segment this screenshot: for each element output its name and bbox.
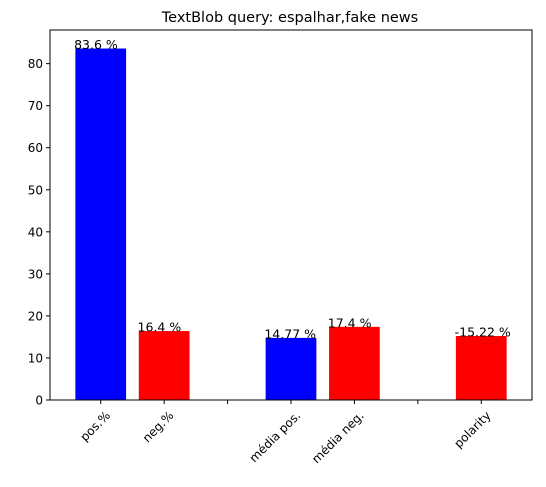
x-tick-label-4: polarity [451, 408, 493, 450]
data-label-2: 14.77 % [264, 326, 316, 341]
y-tick-label-4: 40 [28, 225, 43, 239]
data-label-4: -15.22 % [455, 325, 511, 340]
x-tick-label-3: média neg. [309, 408, 367, 466]
y-tick-label-5: 50 [28, 183, 43, 197]
data-labels-layer: 83.6 % 16.4 % 14.77 % 17.4 % -15.22 % [74, 37, 511, 341]
y-tick-label-8: 80 [28, 57, 43, 71]
data-label-0: 83.6 % [74, 37, 118, 52]
bar-1 [138, 331, 190, 400]
data-label-3: 17.4 % [328, 315, 372, 330]
y-tick-label-6: 60 [28, 141, 43, 155]
y-tick-label-3: 30 [28, 267, 43, 281]
x-tick-label-2: média pos. [247, 408, 304, 465]
data-label-1: 16.4 % [138, 320, 182, 335]
bars-layer [75, 48, 507, 400]
y-tick-label-2: 20 [28, 309, 43, 323]
x-tick-label-1: neg.% [140, 408, 177, 445]
y-tick-label-0: 0 [35, 394, 43, 408]
bar-0 [75, 48, 127, 400]
x-tick-label-0: pos.% [77, 408, 113, 444]
bar-2 [265, 337, 317, 400]
y-tick-label-7: 70 [28, 99, 43, 113]
bar-3 [329, 326, 380, 400]
chart-title: TextBlob query: espalhar,fake news [161, 10, 418, 26]
bar-4 [455, 336, 507, 400]
y-tick-label-1: 10 [28, 351, 43, 365]
